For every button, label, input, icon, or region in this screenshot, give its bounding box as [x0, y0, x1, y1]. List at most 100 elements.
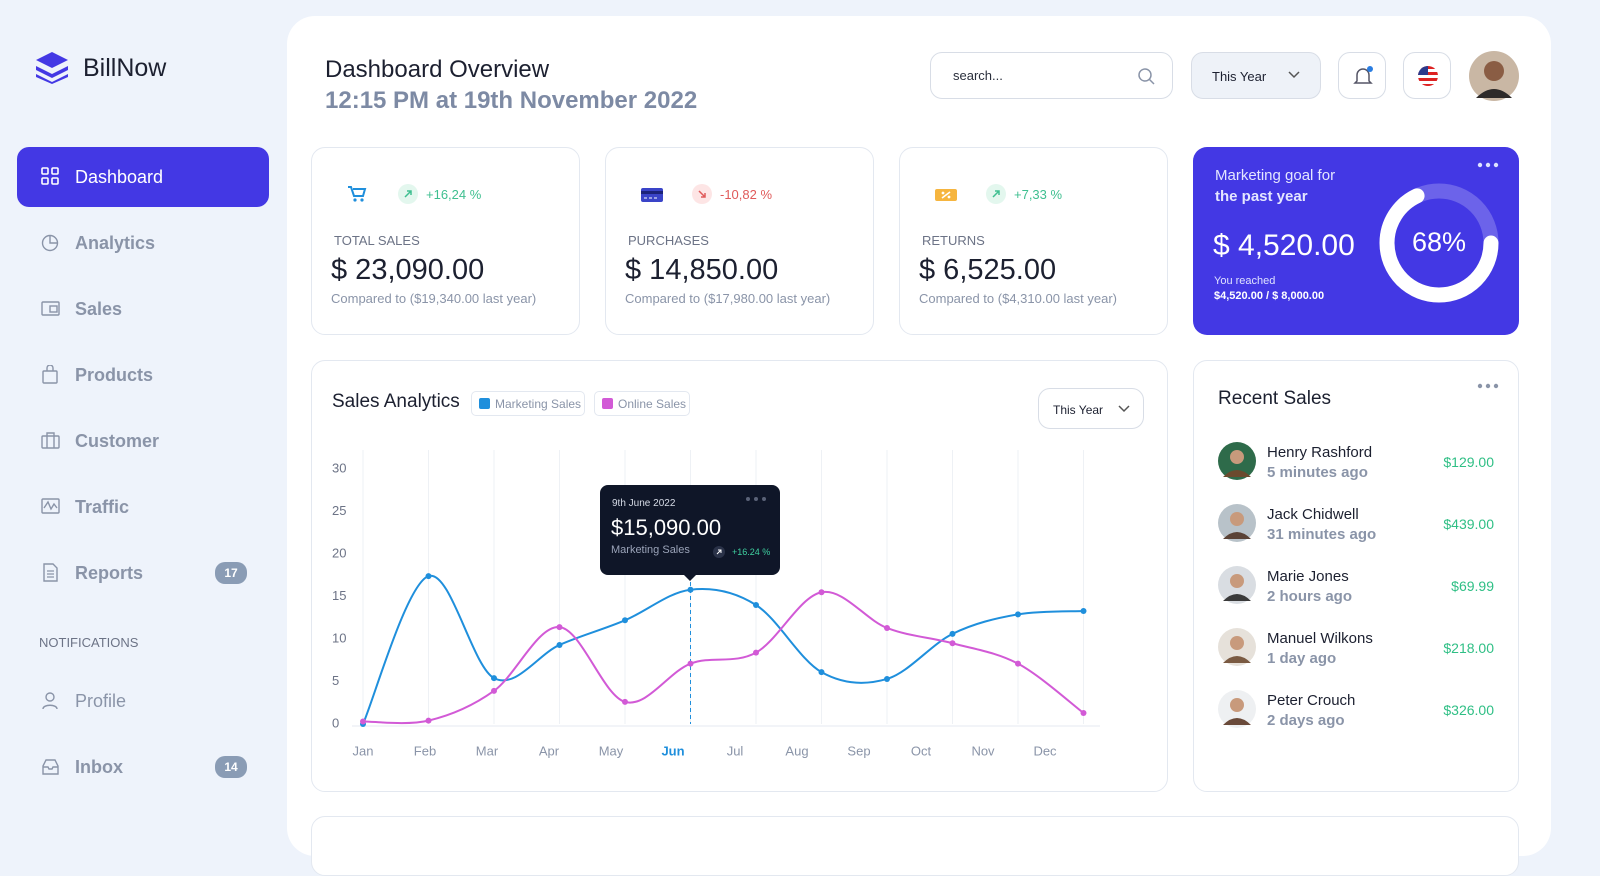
- icon-part: [45, 692, 55, 702]
- data-point: [556, 641, 563, 648]
- icon-part: [1230, 574, 1244, 588]
- icon-part: [1223, 656, 1251, 663]
- customer-avatar: [1218, 504, 1256, 542]
- stat-value: $ 14,850.00: [625, 254, 779, 286]
- nav-icon: [41, 498, 60, 514]
- flag-icon: [1418, 66, 1438, 86]
- stat-icon: [935, 189, 957, 201]
- stat-value: $ 6,525.00: [919, 254, 1057, 286]
- icon-part: [36, 66, 68, 78]
- icon-part: [1230, 636, 1244, 650]
- icon-part: [1418, 66, 1438, 86]
- period-dropdown[interactable]: This Year: [1191, 52, 1321, 99]
- icon-part: [1353, 68, 1373, 84]
- legend-label: Marketing Sales: [495, 397, 582, 411]
- brand: BillNow: [83, 54, 167, 82]
- icon-part: [1223, 532, 1251, 539]
- legend-item[interactable]: Online Sales: [594, 391, 690, 416]
- customer-name: Peter Crouch: [1267, 692, 1356, 709]
- nav-item[interactable]: Sales: [17, 279, 269, 339]
- nav-label: Traffic: [75, 496, 130, 517]
- x-tick-label: Feb: [414, 743, 436, 758]
- data-point: [884, 675, 890, 682]
- nav-icon: [43, 563, 58, 582]
- icon-part: [1493, 383, 1499, 389]
- data-point: [360, 718, 366, 725]
- search-placeholder: search...: [953, 68, 1003, 83]
- x-tick-label: Jul: [727, 743, 744, 758]
- icon-part: [1230, 698, 1244, 712]
- nav-item[interactable]: Traffic: [17, 477, 269, 537]
- icon-part: [1485, 162, 1491, 168]
- x-tick-label: Aug: [785, 743, 808, 758]
- sale-time: 5 minutes ago: [1267, 464, 1368, 481]
- x-tick-label: Sep: [847, 743, 870, 758]
- tooltip-series: Marketing Sales: [611, 544, 690, 556]
- nav-item[interactable]: Inbox 14: [17, 737, 269, 797]
- stat-change: +7,33 %: [1014, 187, 1063, 202]
- icon-part: [404, 190, 412, 198]
- nav-icon: [41, 234, 59, 252]
- icon-part: [348, 186, 367, 197]
- y-tick-label: 5: [332, 673, 339, 688]
- trend-icon: [692, 184, 712, 204]
- data-point: [622, 617, 628, 624]
- nav-item[interactable]: Customer: [17, 411, 269, 471]
- icon-part: [683, 574, 697, 581]
- icon-part: [41, 498, 60, 514]
- donut-progress: [1379, 183, 1499, 303]
- goal-reached-value: $4,520.00 / $ 8,000.00: [1214, 290, 1325, 302]
- chevron: [1288, 71, 1300, 79]
- language-button[interactable]: [1403, 52, 1451, 99]
- nav-badge: 17: [215, 562, 247, 584]
- sale-amount: $218.00: [1443, 640, 1494, 656]
- x-tick-label: Nov: [971, 743, 995, 758]
- icon-part: [47, 570, 54, 578]
- logo[interactable]: [34, 50, 70, 89]
- more-button[interactable]: [744, 495, 770, 503]
- data-point: [1080, 709, 1087, 716]
- nav-item[interactable]: Reports 17: [17, 543, 269, 603]
- nav-item[interactable]: Dashboard: [17, 147, 269, 207]
- stat-label: PURCHASES: [628, 233, 709, 248]
- data-point: [1015, 660, 1021, 667]
- chart-period-dropdown[interactable]: This Year: [1038, 388, 1144, 429]
- page-subtitle: 12:15 PM at 19th November 2022: [325, 87, 698, 114]
- bell-icon: [1353, 66, 1373, 84]
- data-point: [556, 624, 563, 631]
- sale-time: 2 hours ago: [1267, 588, 1353, 605]
- customer-avatar: [1218, 442, 1256, 480]
- icon-part: [698, 190, 706, 198]
- stat-label: TOTAL SALES: [334, 233, 420, 248]
- notification-button[interactable]: [1338, 52, 1386, 99]
- stat-card: -10,82 % PURCHASES $ 14,850.00 Compared to …: [605, 147, 874, 335]
- icon-part: [42, 704, 58, 710]
- search-box[interactable]: search...: [930, 52, 1173, 99]
- nav-item[interactable]: Analytics: [17, 213, 269, 273]
- stat-comparison: Compared to ($19,340.00 last year): [331, 291, 537, 306]
- goal-reached-label: You reached: [1214, 275, 1276, 287]
- user-avatar[interactable]: [1468, 50, 1520, 102]
- icon-part: [746, 497, 750, 501]
- icon-part: [49, 235, 58, 244]
- stat-value: $ 23,090.00: [331, 254, 485, 286]
- x-tick-label: Jun: [661, 743, 684, 758]
- goal-percent: 68%: [1412, 227, 1466, 257]
- icon-part: [1288, 71, 1300, 79]
- nav-label: Analytics: [75, 232, 156, 253]
- tooltip-date: 9th June 2022: [612, 498, 676, 509]
- icon-part: [353, 198, 357, 202]
- icon-part: [42, 370, 58, 384]
- more-button[interactable]: [1476, 161, 1502, 169]
- data-point: [949, 630, 956, 637]
- goal-donut: 68%: [1379, 183, 1499, 303]
- more-button[interactable]: [1476, 382, 1502, 390]
- nav-item[interactable]: Profile: [17, 671, 269, 731]
- icon-part: [1223, 718, 1251, 725]
- icon-part: [1476, 89, 1512, 98]
- data-point: [949, 640, 956, 647]
- nav-item[interactable]: Products: [17, 345, 269, 405]
- icon-part: [43, 500, 58, 511]
- recent-sales-title: Recent Sales: [1218, 388, 1332, 409]
- legend-item[interactable]: Marketing Sales: [471, 391, 585, 416]
